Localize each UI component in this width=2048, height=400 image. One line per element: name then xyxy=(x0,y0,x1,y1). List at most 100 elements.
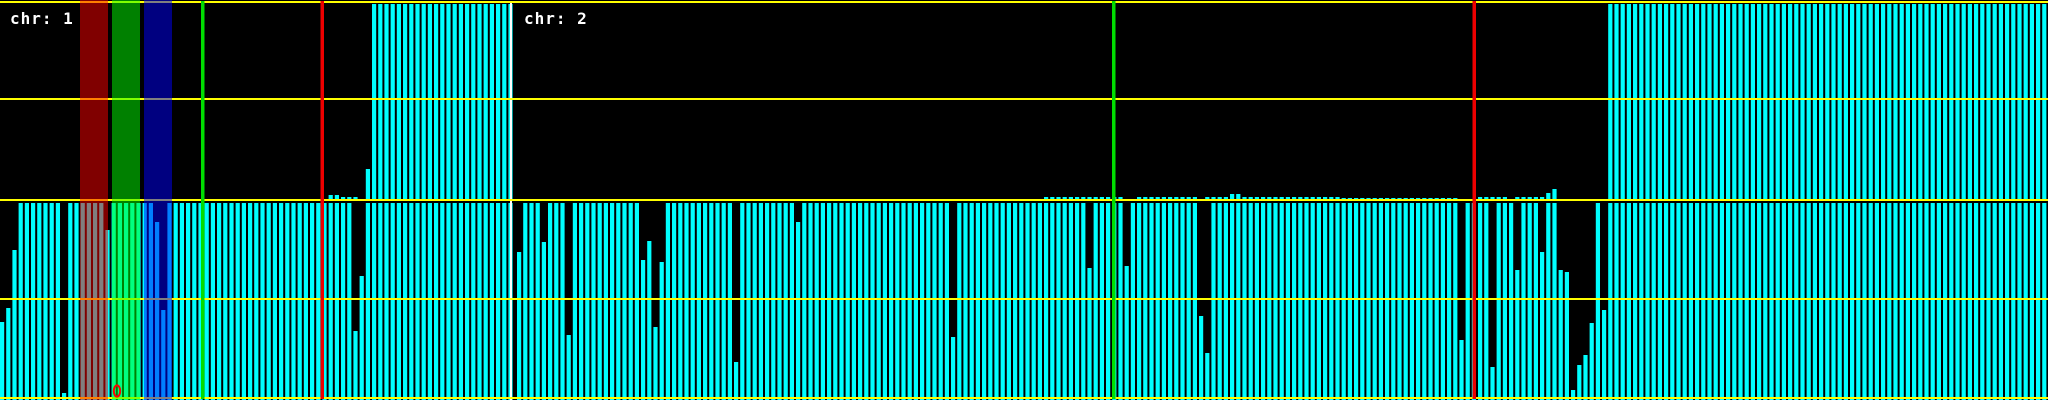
coverage-bar-bottom xyxy=(1478,203,1483,400)
coverage-bar-bottom xyxy=(1602,310,1607,400)
coverage-bar-top xyxy=(1918,4,1923,200)
coverage-bar-top xyxy=(1974,4,1979,200)
coverage-bar-top xyxy=(1862,4,1867,200)
coverage-bar-bottom xyxy=(529,203,534,400)
coverage-bar-bottom xyxy=(1366,203,1371,400)
coverage-bar-bottom xyxy=(1757,203,1762,400)
coverage-bar-bottom xyxy=(839,203,844,400)
coverage-bar-bottom xyxy=(721,203,726,400)
coverage-bar-bottom xyxy=(1651,203,1656,400)
coverage-bar-bottom xyxy=(440,203,445,400)
coverage-bar-bottom xyxy=(1124,266,1129,400)
coverage-bar-bottom xyxy=(1701,203,1706,400)
coverage-bar-top xyxy=(483,4,488,200)
coverage-bar-bottom xyxy=(696,203,701,400)
coverage-bar-bottom xyxy=(1719,203,1724,400)
coverage-bar-bottom xyxy=(963,203,968,400)
coverage-bar-bottom xyxy=(1899,203,1904,400)
coverage-bar-bottom xyxy=(1180,203,1185,400)
coverage-bar-top xyxy=(1688,4,1693,200)
coverage-bar-bottom xyxy=(1806,203,1811,400)
coverage-bar-bottom xyxy=(272,203,277,400)
coverage-bar-bottom xyxy=(1217,203,1222,400)
coverage-bar-top xyxy=(1484,197,1489,200)
coverage-bar-bottom xyxy=(1354,203,1359,400)
coverage-bar-top xyxy=(1769,4,1774,200)
coverage-bar-bottom xyxy=(1155,203,1160,400)
coverage-bar-bottom xyxy=(1819,203,1824,400)
coverage-bar-bottom xyxy=(1974,203,1979,400)
coverage-bar-top xyxy=(427,4,432,200)
coverage-bar-bottom xyxy=(1037,203,1042,400)
coverage-bar-top xyxy=(1050,197,1055,200)
coverage-bar-bottom xyxy=(1676,203,1681,400)
coverage-bar-top xyxy=(1168,197,1173,200)
coverage-bar-bottom xyxy=(1149,203,1154,400)
coverage-bar-bottom xyxy=(1298,203,1303,400)
coverage-bar-bottom xyxy=(43,203,48,400)
coverage-bar-bottom xyxy=(1261,203,1266,400)
ellipse-marker xyxy=(112,384,122,398)
coverage-bar-bottom xyxy=(1726,203,1731,400)
coverage-bar-top xyxy=(477,4,482,200)
coverage-bar-bottom xyxy=(1664,203,1669,400)
coverage-bar-bottom xyxy=(684,203,689,400)
coverage-bar-bottom xyxy=(390,203,395,400)
coverage-bar-bottom xyxy=(1862,203,1867,400)
coverage-bar-bottom xyxy=(1750,203,1755,400)
coverage-bar-bottom xyxy=(1744,203,1749,400)
coverage-bar-bottom xyxy=(1106,203,1111,400)
coverage-bar-top xyxy=(1825,4,1830,200)
coverage-bar-top xyxy=(334,195,339,200)
coverage-bar-bottom xyxy=(1769,203,1774,400)
coverage-bar-bottom xyxy=(1310,203,1315,400)
coverage-bar-bottom xyxy=(1825,203,1830,400)
coverage-bar-top xyxy=(365,169,370,200)
coverage-bar-bottom xyxy=(341,203,346,400)
marker-line-red-chr2 xyxy=(1472,1,1476,399)
coverage-bar-bottom xyxy=(765,203,770,400)
coverage-bar-top xyxy=(1310,197,1315,200)
coverage-bar-bottom xyxy=(1682,203,1687,400)
coverage-bar-bottom xyxy=(68,203,73,400)
coverage-bar-top xyxy=(1540,197,1545,200)
coverage-bar-bottom xyxy=(1874,203,1879,400)
coverage-bar-bottom xyxy=(1242,203,1247,400)
coverage-bar-top xyxy=(1236,194,1241,200)
coverage-bar-bottom xyxy=(502,203,507,400)
coverage-bar-bottom xyxy=(746,203,751,400)
coverage-bar-top xyxy=(1806,4,1811,200)
coverage-bar-top xyxy=(1713,4,1718,200)
coverage-bar-top xyxy=(1757,4,1762,200)
coverage-bar-top xyxy=(1843,4,1848,200)
coverage-bar-top xyxy=(1726,4,1731,200)
gridline xyxy=(0,397,2048,399)
coverage-bar-top xyxy=(1924,4,1929,200)
coverage-bar-bottom xyxy=(1192,203,1197,400)
coverage-bar-bottom xyxy=(740,203,745,400)
coverage-bar-bottom xyxy=(1385,203,1390,400)
coverage-bar-top xyxy=(390,4,395,200)
coverage-bar-bottom xyxy=(907,203,912,400)
coverage-bar-bottom xyxy=(6,308,11,400)
coverage-bar-bottom xyxy=(1967,203,1972,400)
coverage-bar-bottom xyxy=(1006,203,1011,400)
coverage-bar-bottom xyxy=(465,203,470,400)
coverage-bar-bottom xyxy=(1881,203,1886,400)
coverage-bar-bottom xyxy=(1347,203,1352,400)
coverage-bar-top xyxy=(378,4,383,200)
coverage-bar-bottom xyxy=(1546,203,1551,400)
coverage-bar-top xyxy=(421,4,426,200)
coverage-bar-bottom xyxy=(758,203,763,400)
coverage-bar-bottom xyxy=(1068,203,1073,400)
coverage-bar-bottom xyxy=(1267,203,1272,400)
coverage-bar-top xyxy=(1992,4,1997,200)
coverage-bar-bottom xyxy=(260,203,265,400)
coverage-bar-bottom xyxy=(1695,203,1700,400)
coverage-bar-top xyxy=(2017,4,2022,200)
coverage-bar-bottom xyxy=(31,203,36,400)
coverage-bar-top xyxy=(1329,197,1334,200)
coverage-bar-top xyxy=(1155,197,1160,200)
coverage-bar-top xyxy=(1143,197,1148,200)
coverage-bar-bottom xyxy=(969,203,974,400)
